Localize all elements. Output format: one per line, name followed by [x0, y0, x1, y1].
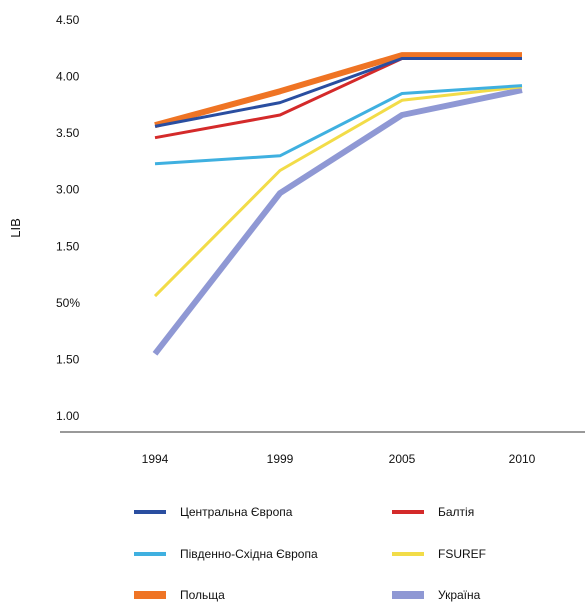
legend-label: Польща	[180, 588, 225, 602]
legend-label: Центральна Європа	[180, 505, 293, 519]
legend-swatch	[134, 510, 166, 514]
y-tick-label: 1.00	[56, 409, 80, 423]
x-axis-ticks: 1994 1999 2005 2010	[142, 452, 536, 466]
y-axis-label: LIB	[8, 218, 23, 238]
y-tick-label: 50%	[56, 296, 80, 310]
legend-label: Україна	[438, 588, 481, 602]
series-line	[154, 84, 523, 166]
legend-swatch	[392, 591, 424, 599]
series-lines	[152, 52, 523, 356]
y-tick-label: 1.50	[56, 352, 80, 366]
x-tick-label: 1999	[267, 452, 294, 466]
legend-label: FSUREF	[438, 547, 486, 561]
y-tick-label: 4.50	[56, 13, 80, 27]
legend-item-se-europe: Південно-Східна Європа	[134, 547, 318, 561]
legend-item-poland: Польща	[134, 588, 225, 602]
legend-swatch	[392, 510, 424, 514]
legend-swatch	[134, 552, 166, 556]
y-tick-label: 3.50	[56, 126, 80, 140]
y-axis-ticks: 4.50 4.00 3.50 3.00 1.50 50% 1.50 1.00	[56, 13, 80, 423]
series-line	[154, 57, 522, 128]
y-tick-label: 4.00	[56, 70, 80, 84]
legend-label: Балтія	[438, 505, 475, 519]
legend-swatch	[392, 552, 424, 556]
y-tick-label: 3.00	[56, 183, 80, 197]
x-tick-label: 2010	[509, 452, 536, 466]
legend-item-fsuref: FSUREF	[392, 547, 486, 561]
series-line	[153, 85, 523, 298]
x-tick-label: 2005	[389, 452, 416, 466]
legend-label: Південно-Східна Європа	[180, 547, 318, 561]
legend-item-ukraine: Україна	[392, 588, 480, 602]
series-line	[152, 87, 523, 356]
legend-item-central-europe: Центральна Європа	[134, 505, 292, 519]
legend-item-baltics: Балтія	[392, 505, 474, 519]
y-tick-label: 1.50	[56, 239, 80, 253]
legend-swatch	[134, 591, 166, 599]
series-line	[154, 52, 522, 129]
x-tick-label: 1994	[142, 452, 169, 466]
